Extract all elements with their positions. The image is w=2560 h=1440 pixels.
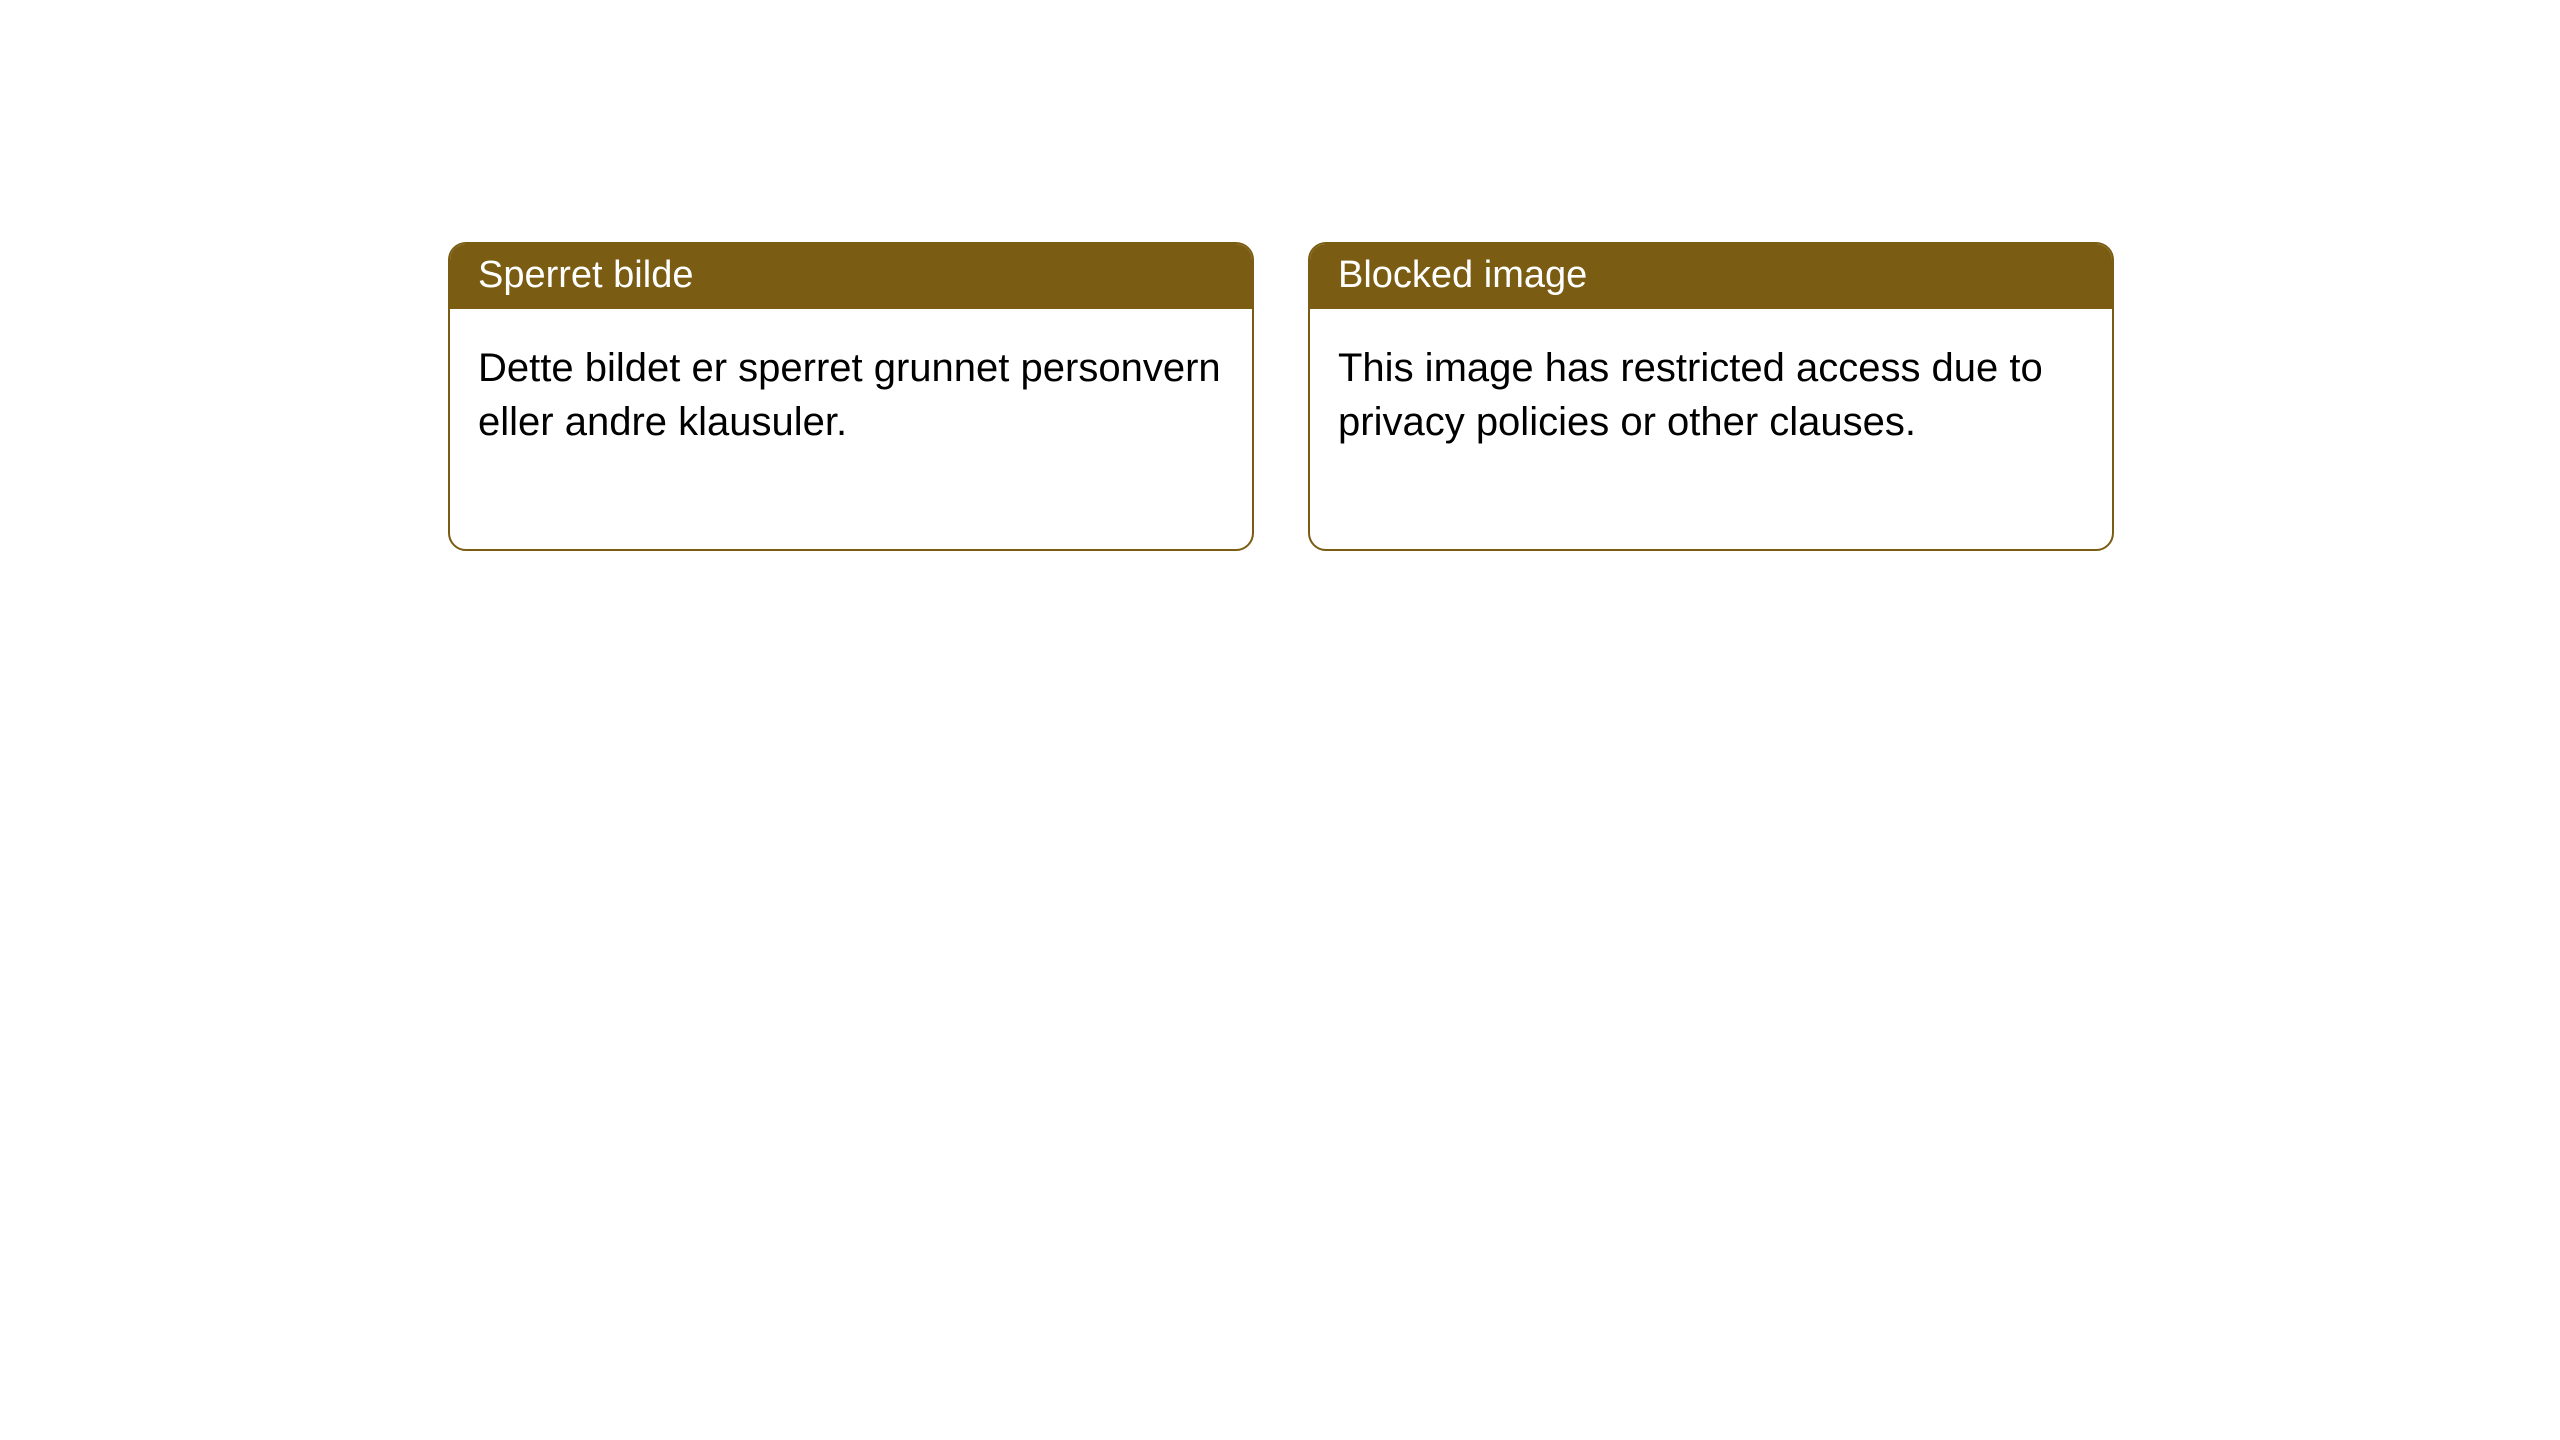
notice-title: Sperret bilde xyxy=(478,254,693,296)
notice-text: Dette bildet er sperret grunnet personve… xyxy=(478,346,1221,444)
notice-header: Sperret bilde xyxy=(450,244,1252,309)
notice-container: Sperret bilde Dette bildet er sperret gr… xyxy=(448,242,2114,551)
notice-header: Blocked image xyxy=(1310,244,2112,309)
notice-card-norwegian: Sperret bilde Dette bildet er sperret gr… xyxy=(448,242,1254,551)
notice-card-english: Blocked image This image has restricted … xyxy=(1308,242,2114,551)
notice-text: This image has restricted access due to … xyxy=(1338,346,2043,444)
notice-body: Dette bildet er sperret grunnet personve… xyxy=(450,309,1252,549)
notice-title: Blocked image xyxy=(1338,254,1587,296)
notice-body: This image has restricted access due to … xyxy=(1310,309,2112,549)
